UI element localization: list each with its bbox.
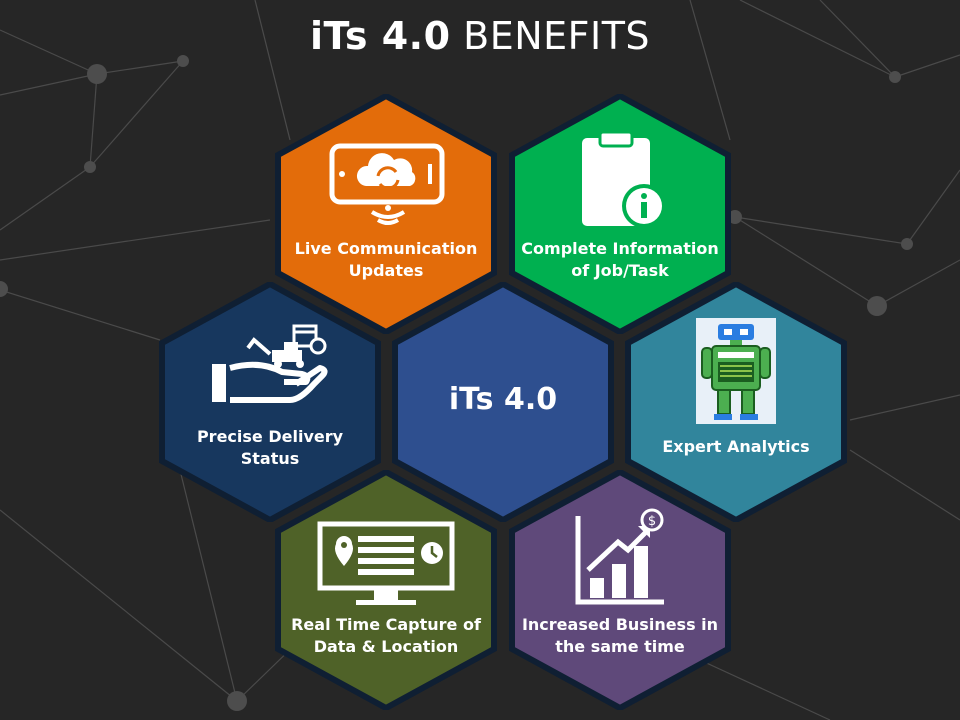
benefit-label: Real Time Capture of Data & Location: [286, 614, 486, 658]
benefit-label: Live Communication Updates: [286, 238, 486, 282]
page-title: iTs 4.0 BENEFITS: [0, 14, 960, 58]
robot-icon: [696, 318, 776, 424]
label-line-2: Data & Location: [313, 637, 459, 656]
monitor-location-icon: [317, 521, 455, 605]
hand-delivery-icon: [212, 324, 328, 403]
benefit-hex-complete-information: Complete Information of Job/Task: [500, 94, 740, 334]
label-line-2: the same time: [555, 637, 685, 656]
label-line-1: Increased Business in: [521, 615, 719, 634]
tablet-cloud-sync-icon: [329, 143, 445, 225]
benefit-hex-real-time-capture: Real Time Capture of Data & Location: [266, 470, 506, 710]
label-line-1: Live Communication: [294, 239, 478, 258]
growth-chart-icon: $: [575, 508, 664, 605]
label-line-1: Complete Information: [521, 239, 719, 258]
title-light: BENEFITS: [463, 14, 651, 58]
benefit-hex-live-communication: Live Communication Updates: [266, 94, 506, 334]
label-line-2: Status: [240, 449, 300, 468]
title-bold: iTs 4.0: [309, 14, 451, 58]
svg-text:$: $: [648, 514, 656, 529]
benefit-hex-expert-analytics: Expert Analytics: [616, 282, 856, 522]
benefit-hex-precise-delivery: Precise Delivery Status: [150, 282, 390, 522]
label-line-2: Updates: [348, 261, 424, 280]
benefit-label: Increased Business in the same time: [520, 614, 720, 658]
clipboard-info-icon: [582, 130, 666, 228]
benefit-label: Complete Information of Job/Task: [520, 238, 720, 282]
hexagon-shape: [392, 282, 614, 522]
benefit-label: Expert Analytics: [636, 436, 836, 458]
label-line-1: Real Time Capture of: [291, 615, 481, 634]
benefit-label: Precise Delivery Status: [170, 426, 370, 470]
benefit-hex-increased-business: $ Increased Business in the same time: [500, 470, 740, 710]
label-line-2: of Job/Task: [571, 261, 669, 280]
center-hex: iTs 4.0: [383, 282, 623, 522]
label-line-1: Expert Analytics: [662, 437, 810, 456]
label-line-1: Precise Delivery: [196, 427, 344, 446]
center-label: iTs 4.0: [448, 382, 558, 417]
